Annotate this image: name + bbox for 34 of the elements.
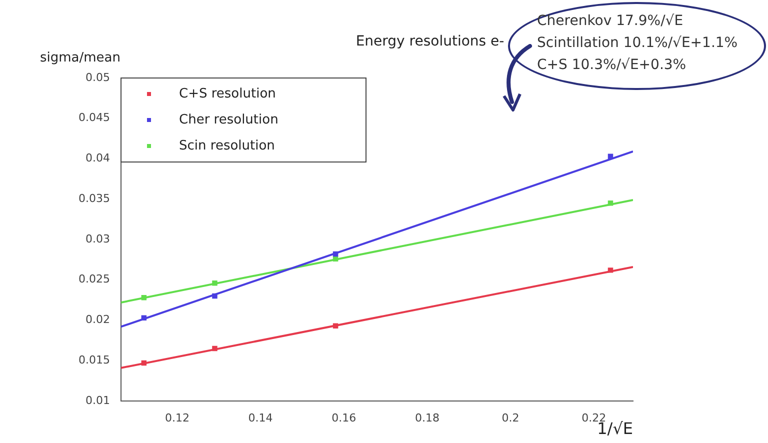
point xyxy=(608,268,614,273)
point xyxy=(212,280,218,286)
y-tick-label: 0.03 xyxy=(86,232,110,246)
point xyxy=(212,293,218,299)
x-tick-label: 0.16 xyxy=(332,411,356,424)
chart-title: Energy resolutions e- xyxy=(356,34,504,50)
y-tick-label: 0.035 xyxy=(78,192,110,205)
y-tick-label: 0.045 xyxy=(78,111,110,124)
y-tick-label: 0.05 xyxy=(86,70,110,84)
y-tick-label: 0.015 xyxy=(78,353,110,366)
point xyxy=(332,323,338,329)
point xyxy=(608,154,614,159)
y-axis-title: sigma/mean xyxy=(40,50,121,66)
y-tick-label: 0.01 xyxy=(86,394,110,407)
legend-label: Scin resolution xyxy=(179,138,275,154)
x-tick-label: 0.18 xyxy=(414,411,440,424)
y-tick-label: 0.02 xyxy=(86,313,110,326)
x-tick-label: 0.14 xyxy=(248,411,273,424)
legend-label: Cher resolution xyxy=(179,112,278,128)
point xyxy=(332,256,338,262)
point xyxy=(141,360,147,366)
text: Cherenkov 17.9%/√E xyxy=(537,12,684,31)
legend-label: C+S resolution xyxy=(179,86,276,102)
point xyxy=(332,251,338,257)
x-tick-label: 0.12 xyxy=(164,411,190,424)
y-tick-label: 0.04 xyxy=(86,152,110,165)
point xyxy=(212,346,218,352)
text: C+S 10.3%/√E+0.3% xyxy=(537,56,688,75)
point xyxy=(608,200,614,206)
text: Scintillation 10.1%/√E+1.1% xyxy=(537,34,738,53)
y-tick-label: 0.025 xyxy=(78,272,110,286)
point xyxy=(141,295,147,300)
x-tick-label: 0.2 xyxy=(502,411,520,424)
point xyxy=(141,315,147,320)
